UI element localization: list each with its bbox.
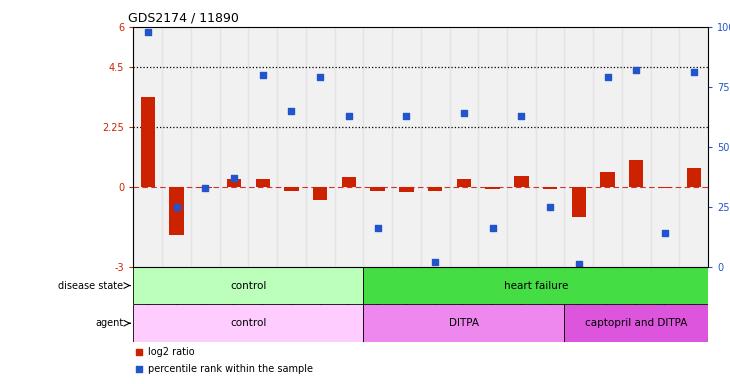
- Point: [228, 175, 240, 181]
- Bar: [450, 27, 478, 267]
- Bar: [399, 187, 414, 192]
- Bar: [593, 27, 622, 267]
- Bar: [514, 176, 529, 187]
- Point: [315, 74, 326, 80]
- Bar: [485, 187, 500, 189]
- Text: log2 ratio: log2 ratio: [147, 348, 194, 358]
- Bar: [478, 27, 507, 267]
- Text: captopril and DITPA: captopril and DITPA: [585, 318, 688, 328]
- Bar: [134, 305, 364, 342]
- Point: [142, 28, 153, 35]
- Bar: [227, 179, 241, 187]
- Point: [688, 70, 699, 76]
- Bar: [162, 27, 191, 267]
- Bar: [220, 27, 248, 267]
- Point: [659, 230, 671, 236]
- Bar: [392, 27, 420, 267]
- Text: control: control: [230, 318, 266, 328]
- Bar: [564, 305, 708, 342]
- Text: GDS2174 / 11890: GDS2174 / 11890: [128, 11, 239, 24]
- Bar: [650, 27, 680, 267]
- Bar: [141, 98, 155, 187]
- Point: [467, 294, 479, 300]
- Point: [372, 225, 383, 232]
- Bar: [342, 177, 356, 187]
- Point: [487, 225, 499, 232]
- Text: control: control: [230, 281, 266, 291]
- Bar: [248, 27, 277, 267]
- Point: [458, 110, 469, 116]
- Bar: [658, 187, 672, 188]
- Bar: [334, 27, 364, 267]
- Point: [602, 74, 613, 80]
- Bar: [364, 267, 708, 305]
- Point: [401, 113, 412, 119]
- Bar: [169, 187, 184, 235]
- Bar: [457, 179, 471, 187]
- Bar: [134, 267, 364, 305]
- Text: DITPA: DITPA: [449, 318, 479, 328]
- Bar: [680, 27, 708, 267]
- Bar: [622, 27, 650, 267]
- Point: [515, 113, 527, 119]
- Bar: [572, 187, 586, 217]
- Bar: [600, 172, 615, 187]
- Bar: [420, 27, 450, 267]
- Bar: [306, 27, 334, 267]
- Point: [199, 184, 211, 190]
- Point: [343, 113, 355, 119]
- Bar: [364, 305, 564, 342]
- Text: percentile rank within the sample: percentile rank within the sample: [147, 364, 313, 374]
- Bar: [564, 27, 593, 267]
- Bar: [191, 27, 220, 267]
- Bar: [277, 27, 306, 267]
- Bar: [428, 187, 442, 191]
- Text: agent: agent: [95, 318, 123, 328]
- Point: [545, 204, 556, 210]
- Bar: [255, 179, 270, 187]
- Bar: [686, 168, 701, 187]
- Point: [429, 259, 441, 265]
- Point: [467, 138, 479, 144]
- Bar: [134, 27, 162, 267]
- Bar: [629, 160, 643, 187]
- Point: [285, 108, 297, 114]
- Point: [171, 204, 182, 210]
- Text: heart failure: heart failure: [504, 281, 568, 291]
- Bar: [536, 27, 564, 267]
- Point: [631, 67, 642, 73]
- Bar: [507, 27, 536, 267]
- Bar: [543, 187, 557, 189]
- Bar: [371, 187, 385, 191]
- Text: disease state: disease state: [58, 281, 123, 291]
- Bar: [284, 187, 299, 191]
- Bar: [313, 187, 327, 200]
- Bar: [364, 27, 392, 267]
- Bar: [198, 187, 212, 188]
- Point: [573, 261, 585, 267]
- Point: [257, 72, 269, 78]
